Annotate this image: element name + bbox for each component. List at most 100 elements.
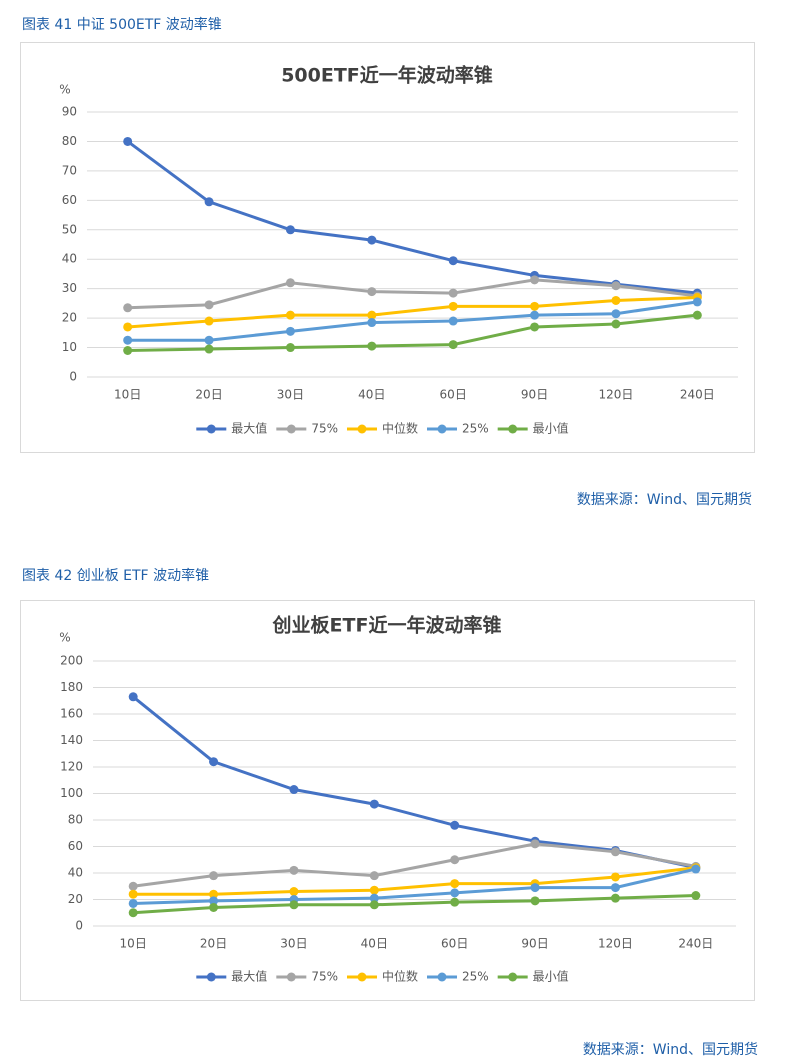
data-point — [285, 343, 295, 353]
data-point — [204, 335, 214, 345]
y-tick-label: 10 — [62, 340, 77, 354]
legend-marker — [437, 424, 447, 434]
series-line — [126, 140, 698, 295]
legend-marker — [437, 972, 447, 982]
data-point — [128, 908, 138, 918]
caption: 图表 42 创业板 ETF 波动率锥 — [22, 567, 209, 584]
y-axis-unit: % — [59, 631, 70, 645]
legend-label: 最小值 — [533, 969, 569, 984]
data-point — [209, 902, 219, 912]
source: 数据来源：Wind、国元期货 — [577, 491, 752, 508]
y-tick-label: 90 — [62, 105, 77, 119]
data-point — [530, 310, 540, 320]
x-tick-label: 120日 — [598, 388, 633, 402]
data-point — [610, 893, 620, 903]
data-point — [128, 881, 138, 891]
y-tick-label: 80 — [62, 134, 77, 148]
data-point — [448, 256, 458, 266]
chart-frame — [20, 42, 755, 453]
y-axis-unit: % — [59, 83, 70, 97]
data-point — [450, 888, 460, 898]
data-point — [611, 281, 621, 291]
data-point — [209, 757, 219, 767]
data-point — [369, 893, 379, 903]
series-line — [133, 894, 696, 915]
data-point — [610, 872, 620, 882]
data-point — [530, 839, 540, 849]
caption: 图表 41 中证 500ETF 波动率锥 — [22, 16, 222, 33]
data-point — [530, 301, 540, 311]
data-point — [204, 197, 214, 207]
series-line — [127, 300, 698, 342]
y-tick-label: 40 — [62, 252, 77, 266]
data-point — [128, 692, 138, 702]
series-line — [133, 866, 696, 896]
chart-title: 500ETF近一年波动率锥 — [281, 64, 493, 87]
data-point — [367, 287, 377, 297]
data-point — [530, 322, 540, 332]
legend-marker — [286, 424, 296, 434]
y-tick-label: 100 — [60, 786, 83, 800]
data-point — [123, 303, 133, 313]
data-point — [367, 310, 377, 320]
data-point — [209, 889, 219, 899]
data-point — [450, 820, 460, 830]
series-line — [127, 278, 698, 310]
data-point — [369, 799, 379, 809]
x-tick-label: 30日 — [277, 388, 304, 402]
data-point — [691, 864, 701, 874]
data-point — [611, 319, 621, 329]
data-point — [123, 335, 133, 345]
data-point — [530, 896, 540, 906]
legend-label: 中位数 — [382, 421, 418, 436]
data-point — [209, 896, 219, 906]
series-line — [127, 313, 698, 352]
y-tick-label: 70 — [62, 163, 77, 177]
y-tick-label: 60 — [68, 839, 83, 853]
legend-marker — [357, 424, 367, 434]
data-point — [123, 136, 133, 146]
data-point — [128, 898, 138, 908]
series-line — [133, 867, 697, 905]
data-point — [692, 297, 702, 307]
legend-label: 25% — [462, 970, 489, 984]
y-tick-label: 200 — [60, 654, 83, 668]
y-tick-label: 0 — [75, 919, 83, 933]
data-point — [367, 341, 377, 351]
x-tick-label: 10日 — [120, 937, 147, 951]
data-point — [448, 340, 458, 350]
x-tick-label: 90日 — [521, 937, 548, 951]
y-tick-label: 180 — [60, 680, 83, 694]
data-point — [285, 225, 295, 235]
chart-title: 创业板ETF近一年波动率锥 — [272, 614, 502, 637]
data-point — [369, 900, 379, 910]
x-tick-label: 10日 — [114, 388, 141, 402]
legend-label: 最大值 — [231, 969, 267, 984]
data-point — [367, 235, 377, 245]
legend-marker — [508, 972, 518, 982]
data-point — [289, 900, 299, 910]
x-tick-label: 40日 — [358, 388, 385, 402]
x-tick-label: 30日 — [280, 937, 307, 951]
legend-marker — [357, 972, 367, 982]
x-tick-label: 90日 — [521, 388, 548, 402]
data-point — [369, 885, 379, 895]
data-point — [530, 883, 540, 893]
data-point — [450, 855, 460, 865]
chart-frame — [20, 600, 755, 1001]
data-point — [450, 897, 460, 907]
data-point — [611, 295, 621, 305]
data-point — [367, 318, 377, 328]
data-point — [448, 288, 458, 298]
x-tick-label: 60日 — [441, 937, 468, 951]
series-line — [127, 296, 698, 329]
source: 数据来源：Wind、国元期货 — [583, 1041, 758, 1058]
data-point — [691, 891, 701, 901]
legend-label: 最小值 — [533, 421, 569, 436]
legend-label: 25% — [462, 422, 489, 436]
y-tick-label: 120 — [60, 760, 83, 774]
series-line — [132, 842, 697, 888]
y-tick-label: 140 — [60, 733, 83, 747]
legend-label: 75% — [311, 970, 338, 984]
data-point — [692, 310, 702, 320]
